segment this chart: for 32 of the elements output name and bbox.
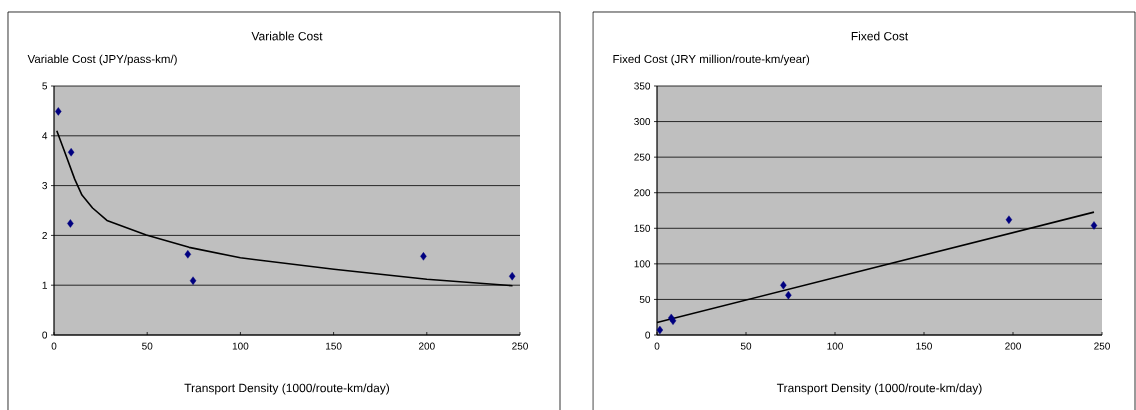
y-tick-label: 5: [42, 82, 48, 90]
y-tick-label: 50: [639, 295, 651, 303]
x-tick-label: 150: [916, 342, 932, 350]
chart-title: Variable Cost: [251, 31, 323, 41]
y-tick-label: 0: [645, 331, 651, 339]
chart-title: Fixed Cost: [851, 31, 909, 41]
x-tick-label: 100: [232, 342, 249, 350]
x-tick-label: 100: [827, 342, 843, 350]
x-tick-label: 150: [326, 342, 342, 350]
x-tick-label: 0: [51, 342, 57, 350]
y-tick-label: 200: [634, 189, 651, 197]
y-axis-title: Fixed Cost (JRY million/route-km/year): [613, 54, 810, 66]
y-axis-title: Variable Cost (JPY/pass-km/): [27, 54, 177, 66]
y-tick-label: 2: [42, 231, 47, 239]
x-tick-label: 0: [654, 342, 660, 350]
x-tick-label: 200: [1005, 342, 1021, 350]
y-tick-label: 300: [634, 118, 651, 126]
x-tick-label: 50: [142, 342, 153, 350]
x-axis-title: Transport Density (1000/route-km/day): [776, 383, 982, 395]
y-tick-label: 100: [634, 260, 651, 268]
x-axis-title: Transport Density (1000/route-km/day): [184, 383, 390, 395]
x-tick-label: 200: [418, 342, 435, 350]
y-tick-label: 0: [42, 331, 48, 339]
y-tick-label: 250: [634, 153, 651, 161]
y-tick-label: 4: [42, 132, 48, 140]
x-tick-label: 50: [740, 342, 752, 350]
y-tick-label: 1: [42, 281, 47, 289]
x-tick-label: 250: [1094, 342, 1110, 350]
y-tick-label: 350: [634, 82, 651, 90]
x-tick-label: 250: [512, 342, 528, 350]
y-tick-label: 150: [634, 224, 651, 232]
y-tick-label: 3: [42, 182, 48, 190]
